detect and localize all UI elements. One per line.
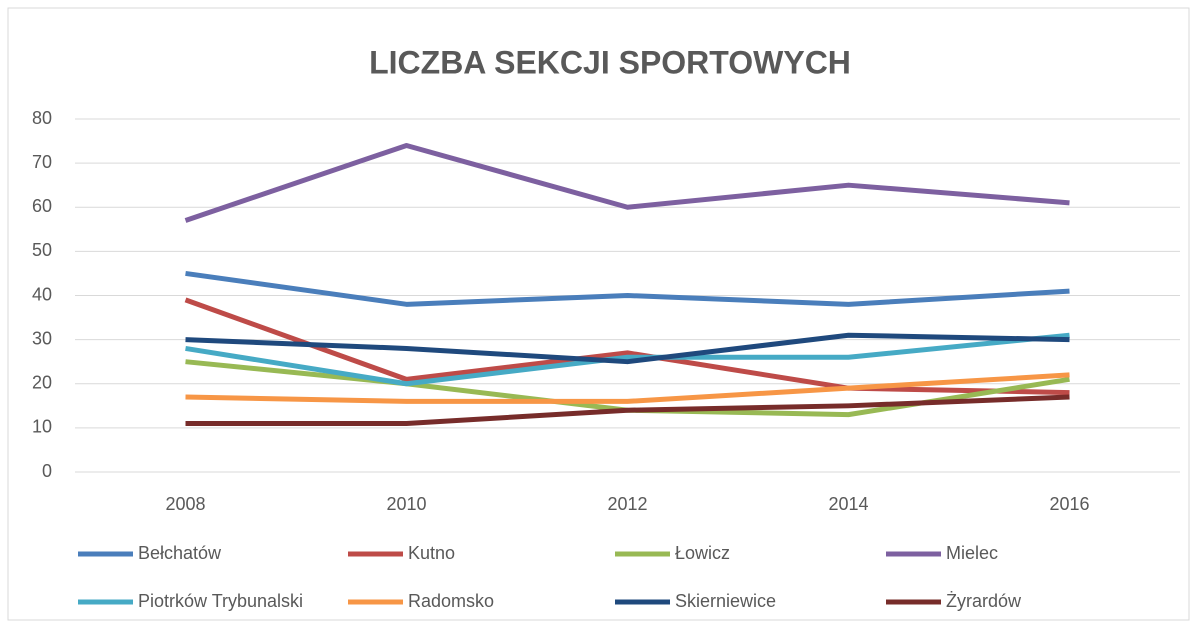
y-tick-label: 20 [32, 373, 52, 393]
legend-label: Mielec [946, 543, 998, 563]
series-line [184, 142, 1070, 223]
y-tick-label: 40 [32, 284, 52, 304]
series-line [185, 394, 1070, 426]
x-tick-label: 2008 [165, 494, 205, 514]
y-tick-label: 50 [32, 240, 52, 260]
x-tick-label: 2014 [828, 494, 868, 514]
chart-border [7, 7, 1190, 621]
legend-label: Kutno [408, 543, 455, 563]
x-tick-label: 2010 [386, 494, 426, 514]
y-tick-label: 10 [32, 417, 52, 437]
y-tick-label: 60 [32, 196, 52, 216]
y-tick-label: 0 [42, 461, 52, 481]
legend-label: Łowicz [675, 543, 730, 563]
y-tick-label: 30 [32, 328, 52, 348]
y-tick-label: 70 [32, 152, 52, 172]
legend-label: Piotrków Trybunalski [138, 591, 303, 611]
chart-title: LICZBA SEKCJI SPORTOWYCH [369, 44, 851, 80]
series-line [185, 270, 1070, 307]
y-tick-label: 80 [32, 108, 52, 128]
x-tick-label: 2012 [607, 494, 647, 514]
legend-label: Bełchatów [138, 543, 222, 563]
series-line [185, 332, 1070, 387]
legend-label: Skierniewice [675, 591, 776, 611]
series-line [185, 372, 1070, 404]
series-line [185, 332, 1070, 365]
legend-label: Żyrardów [946, 591, 1022, 611]
series-line [184, 297, 1070, 396]
x-tick-label: 2016 [1049, 494, 1089, 514]
legend-label: Radomsko [408, 591, 494, 611]
